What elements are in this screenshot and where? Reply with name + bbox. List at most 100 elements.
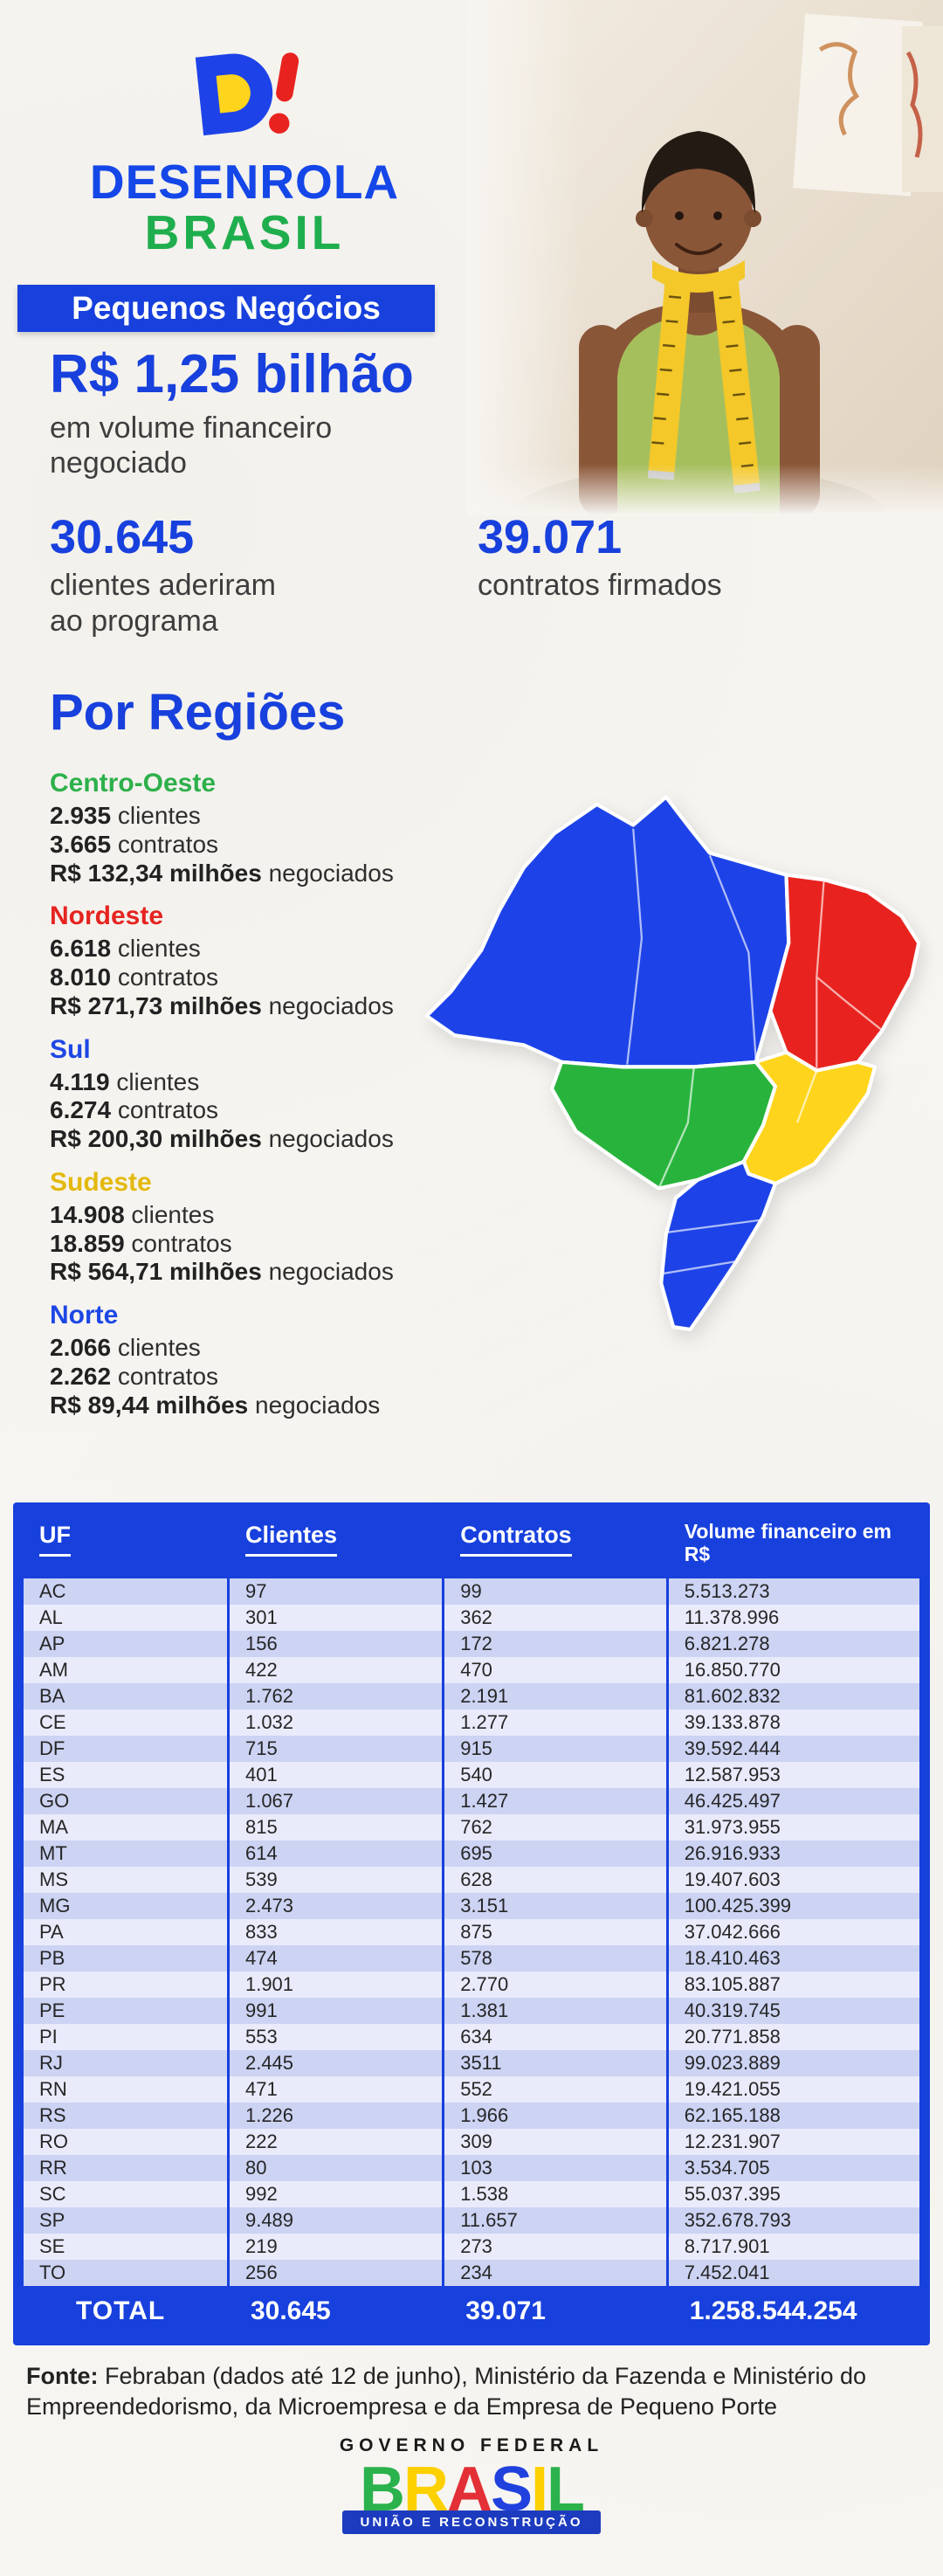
table-row: RN 471 552 19.421.055 xyxy=(24,2075,919,2103)
cell-uf: RJ xyxy=(24,2049,230,2076)
cell-volume: 3.534.705 xyxy=(668,2154,919,2181)
region-clients-value: 4.119 xyxy=(50,1067,110,1095)
cell-uf: PA xyxy=(24,1918,230,1945)
cell-contratos: 762 xyxy=(444,1813,669,1840)
region-contracts-value: 8.010 xyxy=(50,963,112,991)
brasil-letter: S xyxy=(490,2455,533,2524)
map-region-sudeste xyxy=(741,1050,878,1186)
cell-uf: SC xyxy=(24,2180,230,2207)
cell-contratos: 3511 xyxy=(444,2049,669,2076)
region-contracts-label: contratos xyxy=(117,963,219,991)
region-contracts-value: 2.262 xyxy=(50,1362,112,1390)
brand-block: DESENROLA BRASIL xyxy=(51,42,438,259)
cell-contratos: 875 xyxy=(444,1918,669,1945)
region-contracts-value: 3.665 xyxy=(50,830,112,858)
brasil-wordmark: BRASIL xyxy=(360,2455,585,2524)
government-logo: GOVERNO FEDERAL BRASIL UNIÃO E RECONSTRU… xyxy=(0,2435,943,2535)
table-body: AC 97 99 5.513.273 AL 301 362 11.378.996… xyxy=(24,1578,919,2286)
total-clientes: 30.645 xyxy=(229,2285,445,2335)
cell-clientes: 256 xyxy=(229,2259,445,2286)
cell-contratos: 2.770 xyxy=(444,1971,669,1998)
cell-clientes: 80 xyxy=(229,2154,445,2181)
region-clients-label: clientes xyxy=(117,802,201,829)
table-row: RJ 2.445 3511 99.023.889 xyxy=(24,2049,919,2076)
cell-contratos: 3.151 xyxy=(444,1892,669,1919)
cell-uf: RS xyxy=(24,2102,230,2129)
cell-volume: 62.165.188 xyxy=(668,2102,919,2129)
cell-clientes: 2.445 xyxy=(229,2049,445,2076)
cell-contratos: 634 xyxy=(444,2023,669,2050)
table-row: CE 1.032 1.277 39.133.878 xyxy=(24,1709,919,1736)
cell-clientes: 301 xyxy=(229,1604,445,1631)
region-contracts-value: 6.274 xyxy=(50,1096,112,1124)
table-row: PI 553 634 20.771.858 xyxy=(24,2023,919,2050)
cell-uf: PI xyxy=(24,2023,230,2050)
table-row: GO 1.067 1.427 46.425.497 xyxy=(24,1787,919,1814)
cell-volume: 7.452.041 xyxy=(668,2259,919,2286)
cell-uf: SP xyxy=(24,2207,230,2234)
region-block: Nordeste 6.618 clientes 8.010 contratos … xyxy=(50,901,425,1020)
stat-clients: 30.645 clientes aderiram ao programa xyxy=(50,514,478,639)
region-clients-label: clientes xyxy=(117,935,201,963)
cell-contratos: 99 xyxy=(444,1578,669,1605)
governo-federal-label: GOVERNO FEDERAL xyxy=(339,2435,604,2455)
table-row: MG 2.473 3.151 100.425.399 xyxy=(24,1892,919,1919)
cell-volume: 46.425.497 xyxy=(668,1787,919,1814)
region-name: Norte xyxy=(50,1301,119,1329)
stat-contracts-label: contratos firmados xyxy=(478,569,722,602)
table-row: ES 401 540 12.587.953 xyxy=(24,1761,919,1788)
headline-caption: em volume financeiro negociado xyxy=(50,411,333,480)
region-clients-label: clientes xyxy=(117,1334,201,1361)
table-row: SP 9.489 11.657 352.678.793 xyxy=(24,2207,919,2234)
region-volume-suffix: negociados xyxy=(268,1258,394,1286)
cell-volume: 99.023.889 xyxy=(668,2049,919,2076)
brand-title-line1: DESENROLA xyxy=(89,155,400,209)
cell-clientes: 474 xyxy=(229,1944,445,1972)
stat-clients-label: clientes aderiram ao programa xyxy=(50,569,276,638)
table-row: AM 422 470 16.850.770 xyxy=(24,1656,919,1683)
region-contracts-label: contratos xyxy=(117,830,219,858)
total-row: TOTAL 30.645 39.071 1.258.544.254 xyxy=(24,2285,919,2335)
cell-clientes: 9.489 xyxy=(229,2207,445,2234)
photo-fade-overlay xyxy=(467,0,943,515)
region-contracts-label: contratos xyxy=(117,1096,219,1124)
cell-volume: 39.592.444 xyxy=(668,1735,919,1762)
regions-list: Centro-Oeste 2.935 clientes 3.665 contra… xyxy=(50,769,425,1433)
map-region-sul xyxy=(659,1159,778,1331)
table-row: TO 256 234 7.452.041 xyxy=(24,2259,919,2286)
cell-uf: AM xyxy=(24,1656,230,1683)
total-volume: 1.258.544.254 xyxy=(668,2285,919,2335)
region-volume-value: R$ 89,44 milhões xyxy=(50,1391,249,1419)
cell-contratos: 1.381 xyxy=(444,1997,669,2024)
cell-uf: RO xyxy=(24,2128,230,2155)
cell-volume: 12.231.907 xyxy=(668,2128,919,2155)
cell-uf: SE xyxy=(24,2233,230,2260)
stat-contracts-value: 39.071 xyxy=(478,511,623,563)
cell-volume: 83.105.887 xyxy=(668,1971,919,1998)
map-region-nordeste xyxy=(768,873,921,1073)
cell-volume: 19.421.055 xyxy=(668,2075,919,2103)
cell-volume: 26.916.933 xyxy=(668,1840,919,1867)
brasil-letter: I xyxy=(531,2455,548,2524)
cell-volume: 5.513.273 xyxy=(668,1578,919,1605)
program-banner: Pequenos Negócios xyxy=(17,285,435,332)
table-row: PA 833 875 37.042.666 xyxy=(24,1918,919,1945)
region-volume-value: R$ 271,73 milhões xyxy=(50,991,262,1019)
cell-contratos: 1.966 xyxy=(444,2102,669,2129)
cell-volume: 40.319.745 xyxy=(668,1997,919,2024)
brasil-letter: R xyxy=(403,2455,449,2524)
table-row: MT 614 695 26.916.933 xyxy=(24,1840,919,1867)
table-row: BA 1.762 2.191 81.602.832 xyxy=(24,1682,919,1709)
cell-volume: 352.678.793 xyxy=(668,2207,919,2234)
cell-clientes: 992 xyxy=(229,2180,445,2207)
source-text: Febraban (dados até 12 de junho), Minist… xyxy=(26,2363,867,2421)
table-row: PE 991 1.381 40.319.745 xyxy=(24,1997,919,2024)
cell-contratos: 172 xyxy=(444,1630,669,1657)
source-label: Fonte: xyxy=(26,2363,99,2389)
stat-clients-value: 30.645 xyxy=(50,511,195,563)
table-row: AC 97 99 5.513.273 xyxy=(24,1578,919,1605)
cell-uf: BA xyxy=(24,1682,230,1709)
cell-contratos: 362 xyxy=(444,1604,669,1631)
cell-volume: 31.973.955 xyxy=(668,1813,919,1840)
table-row: RR 80 103 3.534.705 xyxy=(24,2154,919,2181)
